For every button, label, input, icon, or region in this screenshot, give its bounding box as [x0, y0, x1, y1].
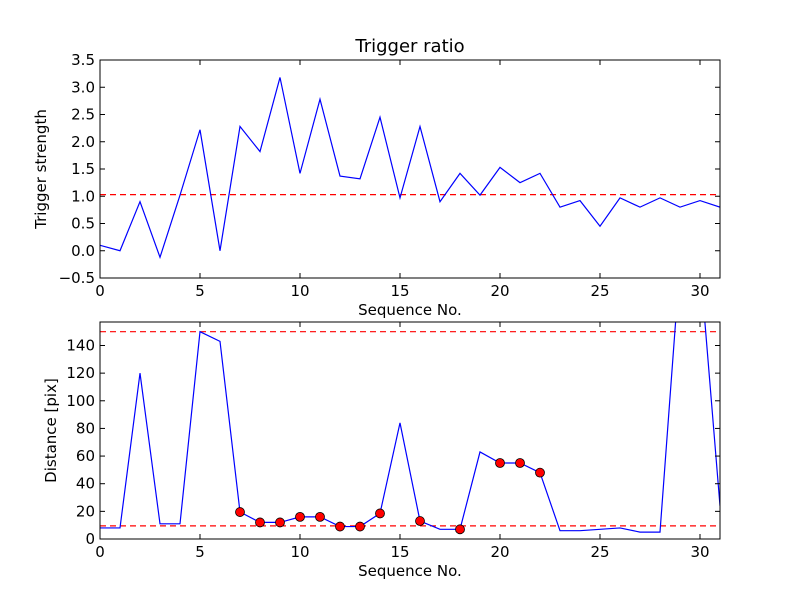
bottom-y-tick-label: 20 [76, 502, 95, 520]
bottom-y-tick-label: 120 [66, 364, 95, 382]
top-chart-title: Trigger ratio [354, 36, 464, 57]
bottom-y-axis-label: Distance [pix] [42, 378, 60, 483]
bottom-y-tick-label: 40 [76, 475, 95, 493]
bottom-marker-point [275, 517, 285, 528]
bottom-y-tick-label: 60 [76, 447, 95, 465]
top-x-tick-label: 0 [95, 282, 105, 300]
top-y-tick-label: 2.0 [71, 133, 95, 151]
top-y-tick-label: 2.5 [71, 106, 95, 124]
bottom-marker-point [375, 508, 385, 519]
bottom-x-tick-label: 25 [590, 543, 609, 561]
bottom-marker-point [255, 517, 265, 528]
bottom-series-line [100, 322, 720, 533]
top-x-tick-label: 20 [490, 282, 509, 300]
bottom-axes-frame [99, 321, 721, 540]
bottom-y-tick-label: 140 [66, 336, 95, 354]
bottom-marker-point [315, 511, 325, 522]
top-y-tick-label: 0.5 [71, 215, 95, 233]
bottom-marker-point [335, 521, 345, 532]
top-plot-area [100, 60, 720, 278]
bottom-panel: 0 5 10 15 20 25 30 0 20 40 60 80 100 120 140 Sequence N… [42, 321, 721, 580]
top-x-tick-label: 25 [590, 282, 609, 300]
bottom-x-tick-label: 20 [490, 543, 509, 561]
bottom-marker-point [535, 467, 545, 478]
top-x-tick-label: 5 [195, 282, 205, 300]
bottom-x-tick-label: 30 [690, 543, 709, 561]
bottom-marker-point [355, 521, 365, 532]
top-panel: 0 5 10 15 20 25 30 −0.5 0.0 0.5 1.0 1.5 2.0 2.5 3.0 3.5… [32, 36, 721, 319]
top-y-tick-label: −0.5 [59, 269, 95, 287]
bottom-y-tick-label: 100 [66, 392, 95, 410]
bottom-x-tick-label: 0 [95, 543, 105, 561]
bottom-x-tick-label: 5 [195, 543, 205, 561]
top-y-tick-label: 1.0 [71, 187, 95, 205]
top-y-tick-label: 3.5 [71, 51, 95, 69]
top-x-tick-label: 15 [390, 282, 409, 300]
bottom-marker-point [455, 524, 465, 535]
top-x-axis-label: Sequence No. [358, 301, 462, 319]
top-y-axis-label: Trigger strength [32, 109, 50, 230]
bottom-y-tick-label: 80 [76, 419, 95, 437]
bottom-y-tick-label: 0 [85, 530, 95, 548]
bottom-marker-point [495, 458, 505, 468]
top-x-tick-label: 10 [290, 282, 309, 300]
bottom-marker-point [515, 458, 525, 468]
bottom-x-tick-label: 15 [390, 543, 409, 561]
bottom-marker-point [295, 511, 305, 522]
top-y-tick-label: 1.5 [71, 160, 95, 178]
top-data-layer [100, 77, 720, 260]
bottom-plot-area [100, 322, 720, 539]
top-y-tick-label: 3.0 [71, 78, 95, 96]
top-x-tick-label: 30 [690, 282, 709, 300]
top-series-line [100, 77, 720, 260]
bottom-x-tick-label: 10 [290, 543, 309, 561]
top-y-tick-label: 0.0 [71, 242, 95, 260]
bottom-x-axis-label: Sequence No. [358, 562, 462, 580]
bottom-data-layer [100, 322, 720, 535]
bottom-marker-point [235, 507, 245, 517]
bottom-marker-point [415, 516, 425, 526]
